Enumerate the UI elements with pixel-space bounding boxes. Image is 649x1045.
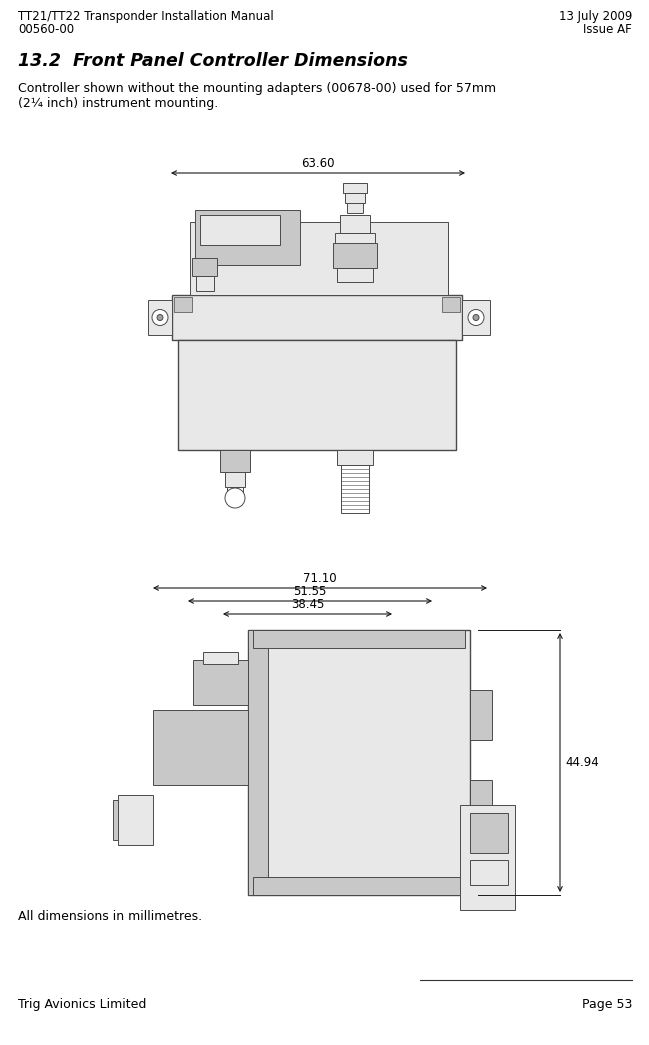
Text: 63.60: 63.60 (301, 157, 335, 170)
Text: 00560-00: 00560-00 (18, 23, 74, 36)
Bar (174, 297, 192, 312)
Bar (172, 295, 462, 340)
Circle shape (468, 309, 484, 325)
Bar (248, 630, 470, 895)
Bar (340, 215, 370, 233)
Text: All dimensions in millimetres.: All dimensions in millimetres. (18, 910, 202, 923)
Bar (225, 472, 245, 487)
Bar (337, 268, 373, 282)
Bar (253, 630, 465, 648)
Circle shape (157, 315, 163, 321)
Bar (470, 813, 508, 853)
Text: 13 July 2009: 13 July 2009 (559, 10, 632, 23)
Bar (148, 300, 172, 335)
Circle shape (473, 315, 479, 321)
Bar (470, 690, 492, 740)
Text: Trig Avionics Limited: Trig Avionics Limited (18, 998, 147, 1011)
Bar (192, 258, 217, 276)
Bar (253, 877, 465, 895)
Text: 13.2  Front Panel Controller Dimensions: 13.2 Front Panel Controller Dimensions (18, 52, 408, 70)
Bar (200, 215, 280, 245)
Text: 44.94: 44.94 (565, 756, 599, 769)
Bar (153, 710, 248, 785)
Bar (190, 222, 448, 295)
Bar (113, 800, 118, 840)
Bar (341, 465, 369, 513)
Bar (220, 450, 250, 472)
Text: Issue AF: Issue AF (583, 23, 632, 36)
Bar (196, 276, 214, 291)
Text: 51.55: 51.55 (293, 585, 326, 598)
Bar (203, 652, 238, 664)
Bar (337, 450, 373, 465)
Bar (462, 300, 490, 335)
Text: (2¼ inch) instrument mounting.: (2¼ inch) instrument mounting. (18, 97, 218, 110)
Bar (193, 660, 248, 705)
Text: 38.45: 38.45 (291, 598, 324, 611)
Bar (345, 193, 365, 203)
Circle shape (152, 309, 168, 325)
Bar (333, 243, 377, 268)
Text: 71.10: 71.10 (303, 572, 337, 585)
Bar (227, 487, 243, 497)
Bar (343, 183, 367, 193)
Bar (195, 210, 300, 265)
Text: TT21/TT22 Transponder Installation Manual: TT21/TT22 Transponder Installation Manua… (18, 10, 274, 23)
Bar (470, 860, 508, 885)
Bar (178, 340, 456, 450)
Bar (347, 203, 363, 213)
Bar (442, 297, 460, 312)
Bar (460, 805, 515, 910)
Text: Controller shown without the mounting adapters (00678-00) used for 57mm: Controller shown without the mounting ad… (18, 82, 496, 95)
Bar (248, 630, 268, 895)
Bar (335, 233, 375, 245)
Bar (118, 795, 153, 845)
Text: Page 53: Page 53 (582, 998, 632, 1011)
Bar (470, 780, 492, 830)
Circle shape (225, 488, 245, 508)
